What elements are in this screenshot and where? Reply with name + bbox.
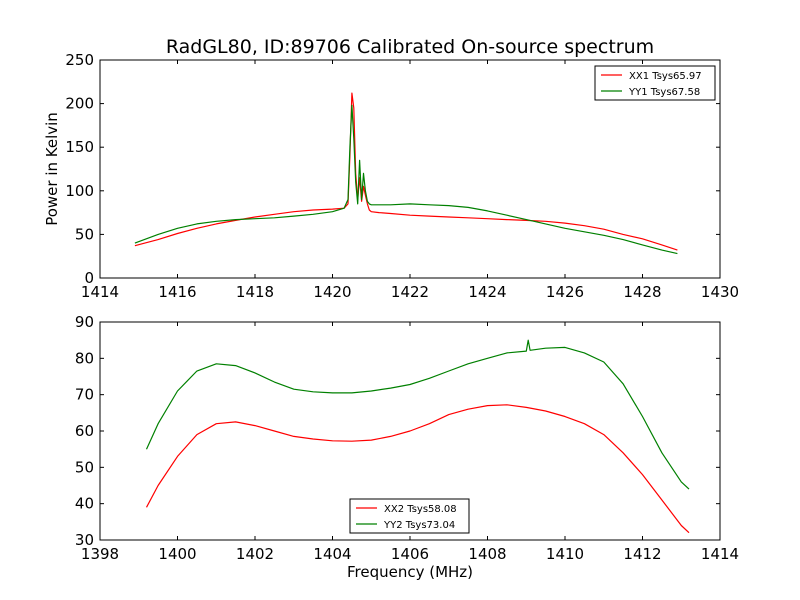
top-legend-box	[594, 65, 716, 101]
series-line-yy2	[145, 339, 690, 490]
bottom-spectrum-panel: 1398 1400 1402 1404 1406 1408 1410 1412 1414 30 40…	[75, 313, 739, 581]
x-tick-label: 1398	[81, 545, 119, 563]
x-tick-label: 1412	[623, 545, 661, 563]
x-tick-label: 1410	[546, 545, 584, 563]
top-series-lines	[134, 92, 678, 255]
bottom-legend-label-xx2: XX2 Tsys58.08	[384, 504, 457, 515]
y-tick-label: 90	[75, 313, 94, 331]
y-tick-label: 50	[75, 225, 94, 243]
y-tick-label: 250	[65, 51, 94, 69]
bottom-legend-box	[349, 498, 470, 534]
y-tick-label: 0	[84, 269, 94, 287]
top-axis-ticks: 1414 1416 1418 1420 1422 1424 1426 1428 1430 0 50 1…	[65, 51, 739, 301]
x-tick-label: 1422	[391, 283, 429, 301]
x-tick-label: 1414	[701, 545, 739, 563]
x-tick-label: 1416	[158, 283, 196, 301]
y-tick-label: 150	[65, 138, 94, 156]
x-tick-label: 1406	[391, 545, 429, 563]
y-tick-label: 100	[65, 182, 94, 200]
bottom-x-axis-label: Frequency (MHz)	[347, 563, 473, 581]
x-tick-label: 1404	[313, 545, 351, 563]
y-tick-label: 30	[75, 531, 94, 549]
bottom-axis-ticks: 1398 1400 1402 1404 1406 1408 1410 1412 1414 30 40…	[75, 313, 739, 563]
x-tick-label: 1402	[236, 545, 274, 563]
y-tick-label: 40	[75, 495, 94, 513]
bottom-legend-label-yy2: YY2 Tsys73.04	[383, 520, 455, 531]
series-line-xx1	[134, 92, 678, 251]
y-tick-label: 70	[75, 386, 94, 404]
y-tick-label: 50	[75, 458, 94, 476]
x-tick-label: 1400	[158, 545, 196, 563]
x-tick-label: 1426	[546, 283, 584, 301]
top-legend-label-yy1: YY1 Tsys67.58	[628, 87, 700, 98]
top-legend: XX1 Tsys65.97 YY1 Tsys67.58	[594, 65, 716, 101]
bottom-legend: XX2 Tsys58.08 YY2 Tsys73.04	[349, 498, 470, 534]
top-spectrum-panel: 1414 1416 1418 1420 1422 1424 1426 1428 1430 0 50 1…	[43, 51, 739, 301]
y-tick-label: 200	[65, 95, 94, 113]
series-line-xx2	[145, 404, 690, 534]
figure-title: RadGL80, ID:89706 Calibrated On-source s…	[166, 36, 654, 58]
series-line-yy1	[134, 104, 678, 255]
y-tick-label: 80	[75, 349, 94, 367]
x-tick-label: 1408	[468, 545, 506, 563]
top-y-axis-label: Power in Kelvin	[43, 112, 61, 226]
x-tick-label: 1420	[313, 283, 351, 301]
x-tick-label: 1428	[623, 283, 661, 301]
x-tick-label: 1430	[701, 283, 739, 301]
bottom-series-lines	[145, 339, 690, 534]
x-tick-label: 1424	[468, 283, 506, 301]
top-legend-label-xx1: XX1 Tsys65.97	[629, 71, 702, 82]
x-tick-label: 1418	[236, 283, 274, 301]
y-tick-label: 60	[75, 422, 94, 440]
x-tick-label: 1414	[81, 283, 119, 301]
